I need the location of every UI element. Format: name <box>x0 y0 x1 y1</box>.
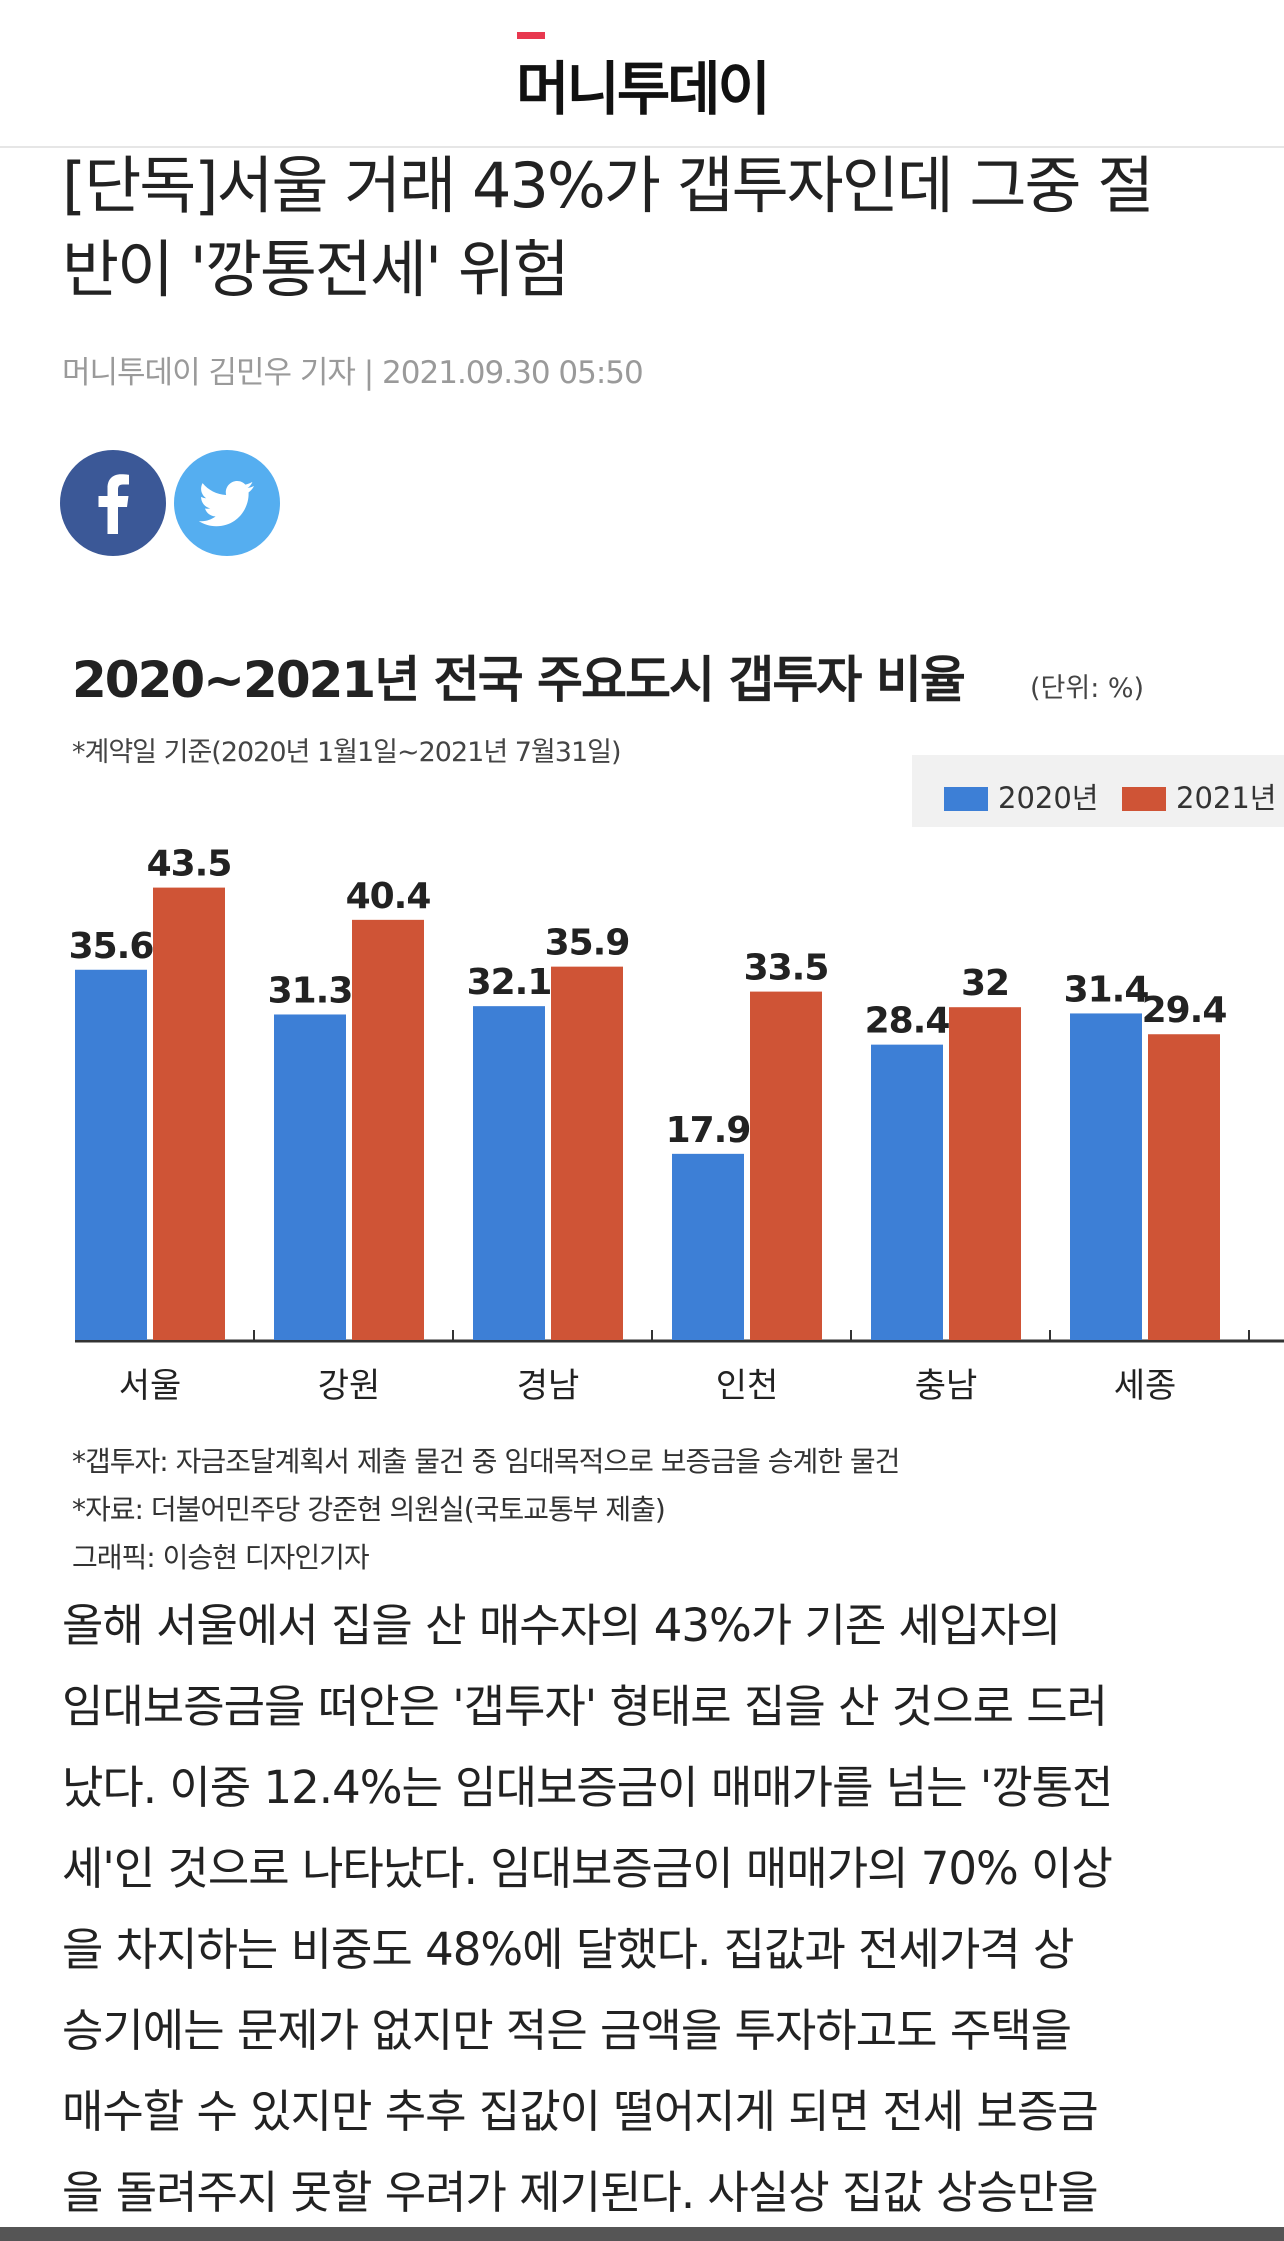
chart-value-label: 31.4 <box>1064 969 1149 1010</box>
chart-plot: 35.6 43.5 서울 31.3 40.4 강원 32.135.9 경남 17.9 33.5 인천… <box>69 844 1284 1406</box>
logo-text: 머니투데이 <box>516 55 771 123</box>
chart-bar-2021 <box>949 1007 1021 1340</box>
twitter-share-button[interactable] <box>174 450 280 556</box>
twitter-icon <box>198 481 254 527</box>
chart-category-label: 경남 <box>517 1366 580 1406</box>
legend-item-2021: 2021년 <box>1122 775 1276 815</box>
site-header: 머니투데이 <box>0 0 1284 148</box>
chart-bar-2021 <box>750 991 822 1340</box>
gap-investment-chart: 2020~2021년 전국 주요도시 갭투자 비율 (단위: %) *계약일 기… <box>0 600 1284 1570</box>
chart-bar-2021 <box>352 919 424 1340</box>
chart-value-label: 29.4 <box>1142 990 1227 1031</box>
chart-bar-2020 <box>672 1153 744 1340</box>
chart-category-label: 서울 <box>119 1366 182 1406</box>
chart-value-label: 35.9 <box>545 923 630 964</box>
article-body-line: 을 차지하는 비중도 48%에 달했다. 집값과 전세가격 상 <box>62 1923 1074 1976</box>
chart-unit: (단위: %) <box>1030 673 1145 704</box>
article-title-line: [단독]서울 거래 43%가 갭투자인데 그중 절 <box>62 149 1154 222</box>
article-body-line: 을 돌려주지 못할 우려가 제기된다. 사실상 집값 상승만을 <box>62 2166 1099 2219</box>
chart-value-label: 35.6 <box>69 926 154 967</box>
legend-item-2020: 2020년 <box>944 775 1098 815</box>
chart-value-label: 32 <box>961 963 1009 1004</box>
legend-label-2021: 2021년 <box>1176 781 1277 815</box>
chart-value-label: 31.3 <box>268 970 353 1011</box>
logo-accent-mark <box>517 32 545 39</box>
article-byline: 머니투데이 김민우 기자 | 2021.09.30 05:50 <box>62 355 644 391</box>
article-body-line: 승기에는 문제가 없지만 적은 금액을 투자하고도 주택을 <box>62 2004 1072 2057</box>
chart-value-label: 40.4 <box>346 876 431 917</box>
legend-label-2020: 2020년 <box>998 781 1099 815</box>
chart-bar-2021 <box>153 887 225 1340</box>
chart-bar-2020 <box>274 1014 346 1340</box>
chart-bar-2020 <box>473 1006 545 1340</box>
article-title: [단독]서울 거래 43%가 갭투자인데 그중 절 반이 '깡통전세' 위험 <box>62 144 1242 312</box>
chart-category-label: 세종 <box>1114 1366 1177 1406</box>
chart-footnote: *갭투자: 자금조달계획서 제출 물건 중 임대목적으로 보증금을 승계한 물건 <box>72 1445 900 1478</box>
chart-bar-2021 <box>1148 1034 1220 1340</box>
chart-bar-2021 <box>551 966 623 1340</box>
chart-category-label: 충남 <box>915 1366 978 1406</box>
chart-footnote: *자료: 더불어민주당 강준현 의원실(국토교통부 제출) <box>72 1493 666 1526</box>
chart-bar-2020 <box>1070 1013 1142 1340</box>
chart-title: 2020~2021년 전국 주요도시 갭투자 비율 <box>72 651 966 709</box>
chart-category-label: 강원 <box>318 1366 381 1406</box>
chart-value-label: 17.9 <box>666 1110 751 1151</box>
chart-value-label: 32.1 <box>467 962 552 1003</box>
chart-bar-2020 <box>871 1044 943 1340</box>
facebook-icon <box>98 474 129 534</box>
chart-subtitle: *계약일 기준(2020년 1월1일~2021년 7월31일) <box>72 737 621 768</box>
article-title-line: 반이 '깡통전세' 위험 <box>62 233 570 306</box>
article-body-line: 매수할 수 있지만 추후 집값이 떨어지게 되면 전세 보증금 <box>62 2085 1099 2138</box>
chart-category-label: 인천 <box>716 1366 779 1406</box>
article-body: 올해 서울에서 집을 산 매수자의 43%가 기존 세입자의 임대보증금을 떠안… <box>62 1585 1232 2233</box>
bottom-toolbar-edge <box>0 2227 1284 2241</box>
chart-footnote: 그래픽: 이승현 디자인기자 <box>72 1541 370 1570</box>
chart-legend: 2020년 2021년 <box>912 755 1284 827</box>
article-body-line: 올해 서울에서 집을 산 매수자의 43%가 기존 세입자의 <box>62 1599 1061 1652</box>
logo[interactable]: 머니투데이 <box>0 30 1284 126</box>
article-body-line: 세'인 것으로 나타났다. 임대보증금이 매매가의 70% 이상 <box>62 1842 1113 1895</box>
article-body-line: 났다. 이중 12.4%는 임대보증금이 매매가를 넘는 '깡통전 <box>62 1761 1113 1814</box>
facebook-share-button[interactable] <box>60 450 166 556</box>
chart-value-label: 28.4 <box>865 1001 950 1042</box>
article-body-line: 임대보증금을 떠안은 '갭투자' 형태로 집을 산 것으로 드러 <box>62 1680 1108 1733</box>
chart-value-label: 33.5 <box>744 948 829 989</box>
chart-value-label: 43.5 <box>147 844 232 885</box>
chart-bar-2020 <box>75 969 147 1340</box>
legend-swatch-2021 <box>1122 787 1166 811</box>
legend-swatch-2020 <box>944 787 988 811</box>
